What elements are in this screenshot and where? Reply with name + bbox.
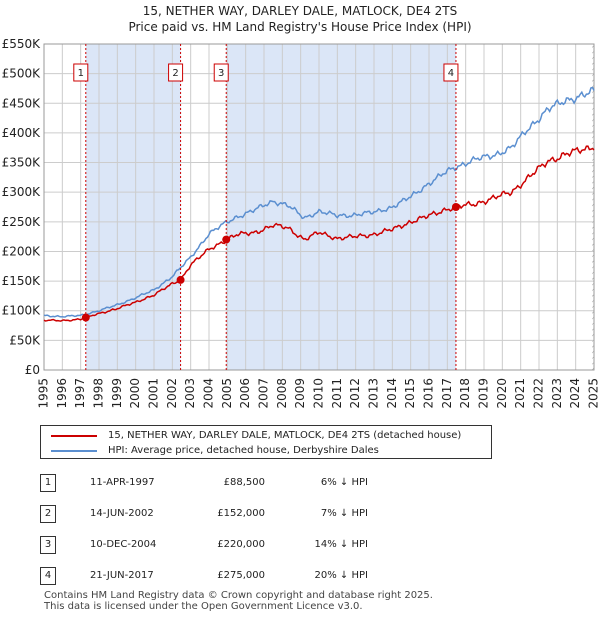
x-tick-label: 2021 [513,378,527,409]
y-tick-label: £200K [2,244,42,258]
y-tick-label: £500K [2,67,42,81]
shaded-period-2 [226,44,456,370]
x-tick-label: 2019 [477,378,491,409]
x-tick-label: 2001 [147,378,161,409]
shaded-period-1 [85,44,181,370]
sale-row-date: 21-JUN-2017 [90,570,154,581]
sale-row-number: 2 [40,505,56,523]
y-tick-label: £100K [2,304,42,318]
x-tick-label: 2004 [202,378,216,409]
x-tick-label: 2025 [587,378,600,409]
sale-row-hpi-diff: 7% ↓ HPI [320,508,368,519]
x-tick-label: 1999 [110,378,124,409]
sale-point [451,203,460,211]
x-tick-label: 2016 [422,378,436,409]
sale-badge [213,63,229,82]
legend-hpi-line [51,450,97,452]
y-tick-label: £0 [25,363,40,377]
x-tick-label: 2007 [257,378,271,409]
chart-title-address: 15, NETHER WAY, DARLEY DALE, MATLOCK, DE… [142,4,458,18]
sale-badge-number: 3 [218,68,224,79]
sale-badge [73,63,89,82]
sale-row-hpi-diff: 14% ↓ HPI [314,539,368,550]
price-chart: £0 £50K £100K £150K £200K £250K £300K £350K £400… [2,37,600,409]
x-tick-label: 1997 [73,378,87,409]
x-tick-label: 2022 [532,378,546,409]
y-tick-label: £550K [2,37,42,51]
plot-border [43,43,595,371]
chart-legend: 15, NETHER WAY, DARLEY DALE, MATLOCK, DE… [40,425,492,459]
x-tick-label: 2013 [367,378,381,409]
sale-badge-number: 2 [172,68,178,79]
x-tick-label: 2017 [440,378,454,409]
x-tick-label: 2002 [165,378,179,409]
y-tick-label: £300K [2,185,42,199]
sale-point [222,235,231,244]
x-tick-label: 2000 [128,378,142,409]
y-tick-label: £400K [2,126,42,140]
x-tick-label: 2024 [568,378,582,409]
x-tick-label: 1998 [92,378,106,409]
sale-badge [168,63,184,82]
y-tick-label: £250K [2,215,42,229]
x-tick-label: 2018 [458,378,472,409]
x-tick-label: 2008 [275,378,289,409]
y-tick-label: £450K [2,96,42,110]
sale-row-date: 11-APR-1997 [90,477,155,488]
sale-point [176,275,185,284]
forecast-hatch [592,44,594,370]
property-series-line [43,145,595,322]
legend-property-line [51,435,97,437]
sale-row-price: £220,000 [217,539,265,550]
x-tick-label: 2015 [403,378,417,409]
x-tick-label: 2006 [238,378,252,409]
x-tick-label: 2003 [183,378,197,409]
x-tick-label: 2010 [312,378,326,409]
footer-copyright: Contains HM Land Registry data © Crown c… [44,590,433,601]
hpi-series-line [43,86,595,318]
x-tick-label: 1995 [37,378,51,409]
x-tick-label: 2014 [385,378,399,409]
sale-row-number: 1 [40,474,56,492]
sale-row-price: £275,000 [217,570,265,581]
sale-badge-number: 4 [448,68,454,79]
x-tick-label: 2020 [495,378,509,409]
sale-row-price: £152,000 [217,508,265,519]
sale-row-date: 10-DEC-2004 [90,539,157,550]
x-tick-label: 2023 [550,378,564,409]
y-tick-label: £350K [2,156,42,170]
x-tick-label: 2009 [293,378,307,409]
legend-hpi-label: HPI: Average price, detached house, Derb… [108,445,379,456]
x-tick-label: 2012 [348,378,362,409]
sale-row-number: 3 [40,536,56,554]
x-tick-label: 2005 [220,378,234,409]
legend-property-label: 15, NETHER WAY, DARLEY DALE, MATLOCK, DE… [108,430,462,441]
sale-badge-number: 1 [78,68,84,79]
sale-row-number: 4 [40,567,56,585]
sale-badge [443,63,459,82]
x-tick-label: 2011 [330,378,344,409]
sale-point [81,313,90,322]
y-tick-label: £50K [9,333,41,347]
sale-row-hpi-diff: 6% ↓ HPI [320,477,368,488]
sale-row-price: £88,500 [223,477,265,488]
sale-row-date: 14-JUN-2002 [90,508,154,519]
y-tick-label: £150K [2,274,42,288]
x-tick-label: 1996 [55,378,69,409]
footer-licence: This data is licensed under the Open Gov… [44,601,363,612]
sale-row-hpi-diff: 20% ↓ HPI [314,570,368,581]
chart-subtitle: Price paid vs. HM Land Registry's House … [128,20,472,34]
